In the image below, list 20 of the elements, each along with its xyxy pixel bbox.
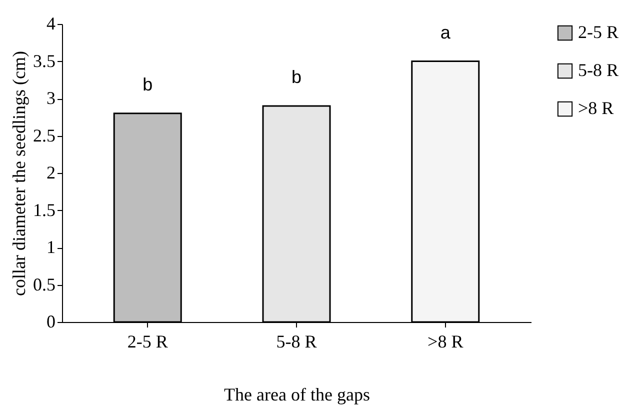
y-tick-label: 2 xyxy=(46,162,56,182)
y-tick-label: 3 xyxy=(46,88,56,108)
annotation: a xyxy=(440,22,452,42)
annotation: b xyxy=(142,74,153,94)
legend-label: >8 R xyxy=(578,98,614,118)
legend-label: 2-5 R xyxy=(578,22,618,42)
y-tick-label: 4 xyxy=(46,14,56,34)
x-tick-label: 5-8 R xyxy=(276,332,317,352)
x-tick-label: >8 R xyxy=(428,332,464,352)
y-tick-label: 1.5 xyxy=(33,200,56,220)
y-tick-label: 1 xyxy=(46,237,56,257)
y-tick-label: 2.5 xyxy=(33,125,56,146)
x-axis-title: The area of the gaps xyxy=(224,384,370,404)
y-axis-title: collar diameter the seedlings (cm) xyxy=(9,51,29,296)
legend-label: 5-8 R xyxy=(578,60,618,80)
y-tick-label: 0.5 xyxy=(33,274,56,294)
y-tick-label: 0 xyxy=(46,312,56,332)
x-tick-label: 2-5 R xyxy=(127,332,168,352)
y-tick-label: 3.5 xyxy=(33,50,56,71)
annotation: b xyxy=(291,66,302,87)
